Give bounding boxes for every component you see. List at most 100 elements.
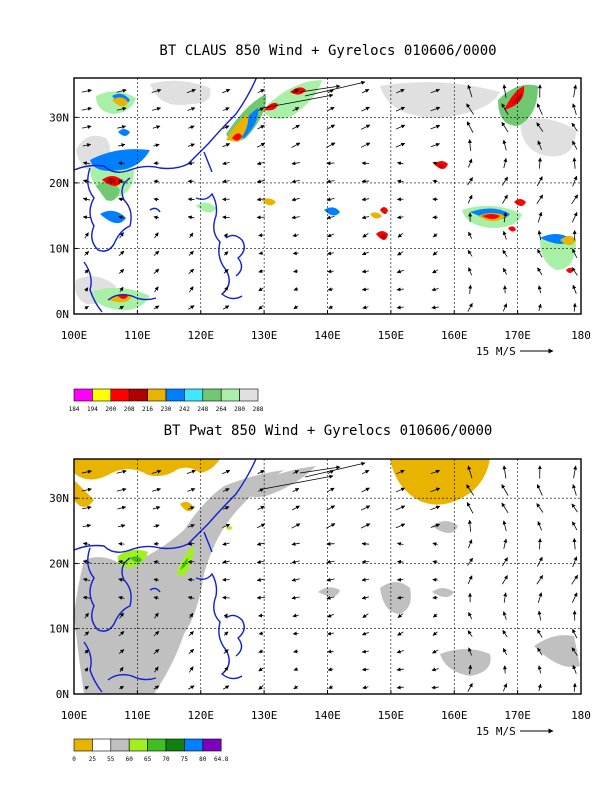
wind-vector xyxy=(572,140,578,150)
wind-vector xyxy=(360,523,371,529)
wind-vector xyxy=(326,124,336,130)
wind-vector xyxy=(467,557,473,566)
colorbar-label: 230 xyxy=(161,406,172,413)
wind-vector xyxy=(118,559,125,564)
wind-vector xyxy=(258,251,264,256)
colorbar-swatch xyxy=(92,388,112,402)
wind-vector xyxy=(327,649,334,654)
wind-vector xyxy=(222,488,230,492)
wind-vector xyxy=(395,124,406,130)
wind-vector xyxy=(256,559,265,564)
wind-vector xyxy=(326,106,335,112)
wind-vector xyxy=(119,286,124,293)
wind-vector xyxy=(361,631,369,636)
wind-vector xyxy=(256,142,266,148)
wind-vector xyxy=(360,505,371,511)
wind-vector xyxy=(396,595,404,600)
wind-vector xyxy=(118,250,125,256)
wind-vector xyxy=(82,541,91,546)
wind-vector xyxy=(502,611,507,620)
wind-vector xyxy=(84,305,89,310)
wind-vector xyxy=(536,176,543,187)
wind-vector xyxy=(466,502,474,514)
wind-vector xyxy=(81,106,92,111)
wind-vector xyxy=(81,469,92,474)
wind-vector xyxy=(432,251,438,256)
wind-vector xyxy=(431,667,439,672)
wind-vector xyxy=(537,538,542,550)
wind-vector xyxy=(432,161,438,166)
wind-vector xyxy=(257,505,265,511)
wind-vector xyxy=(222,215,230,220)
wind-vector xyxy=(361,215,370,220)
wind-vector xyxy=(153,685,160,690)
wind-vector xyxy=(572,248,578,259)
gridlines xyxy=(74,78,581,314)
wind-vector xyxy=(222,179,230,184)
wind-vector xyxy=(361,251,369,256)
wind-vector xyxy=(396,88,405,94)
y-tick-label: 0N xyxy=(56,688,69,701)
x-tick-label: 110E xyxy=(124,329,151,342)
wind-vector xyxy=(502,303,508,312)
wind-vector xyxy=(573,465,578,479)
wind-vector xyxy=(256,523,266,529)
wind-vector xyxy=(118,649,125,654)
wind-vector xyxy=(467,84,473,98)
wind-vector xyxy=(572,556,578,568)
wind-vector xyxy=(118,268,125,274)
wind-vector xyxy=(537,157,542,169)
wind-vector xyxy=(572,284,577,294)
wind-vector xyxy=(118,631,125,637)
wind-vector xyxy=(536,503,544,513)
wind-vector xyxy=(223,666,229,673)
wind-vector xyxy=(258,269,264,273)
wind-vector xyxy=(362,685,369,690)
wind-vector xyxy=(572,537,577,550)
wind-vector xyxy=(187,487,196,492)
wind-vector xyxy=(187,595,195,600)
wind-vector xyxy=(326,487,335,493)
wind-vector xyxy=(362,613,369,618)
wind-vector xyxy=(291,577,300,582)
wind-vector xyxy=(468,284,473,294)
wind-vector xyxy=(116,469,127,474)
wind-vector xyxy=(466,103,475,115)
wind-vector xyxy=(291,161,300,166)
wind-vector xyxy=(536,556,543,567)
wind-vector xyxy=(291,215,300,220)
wind-vector xyxy=(572,521,578,531)
wind-vector xyxy=(293,667,298,671)
wind-vector xyxy=(537,610,542,621)
wind-vector xyxy=(292,233,299,238)
wind-vector xyxy=(153,524,160,528)
precipitable-water-field xyxy=(74,459,580,694)
wind-vector xyxy=(223,286,229,293)
wind-vector xyxy=(188,648,195,655)
wind-vector xyxy=(223,269,229,274)
wind-vector xyxy=(116,88,127,93)
wind-vector xyxy=(189,612,194,619)
wind-vector xyxy=(536,194,544,204)
wind-vector xyxy=(395,487,406,493)
wind-vector xyxy=(430,523,440,528)
wind-vector xyxy=(258,649,264,654)
wind-vector xyxy=(396,287,404,292)
colorbar-swatch xyxy=(73,738,93,752)
wind-vector xyxy=(537,665,542,674)
wind-vector xyxy=(119,685,125,690)
x-tick-label: 170E xyxy=(504,709,531,722)
colorbar-swatch xyxy=(128,388,148,402)
wind-vector xyxy=(361,487,370,493)
wind-vector xyxy=(431,305,439,310)
wind-vector xyxy=(222,523,231,528)
wind-vector xyxy=(361,649,369,654)
colorbar-label: 184 xyxy=(69,406,80,413)
wind-vector xyxy=(257,89,265,94)
vector-reference: 15 M/S xyxy=(476,725,554,738)
wind-vector xyxy=(118,577,125,582)
wind-vector xyxy=(572,157,577,169)
wind-vector xyxy=(361,469,370,475)
wind-vector xyxy=(502,230,507,240)
wind-vector xyxy=(432,179,438,184)
